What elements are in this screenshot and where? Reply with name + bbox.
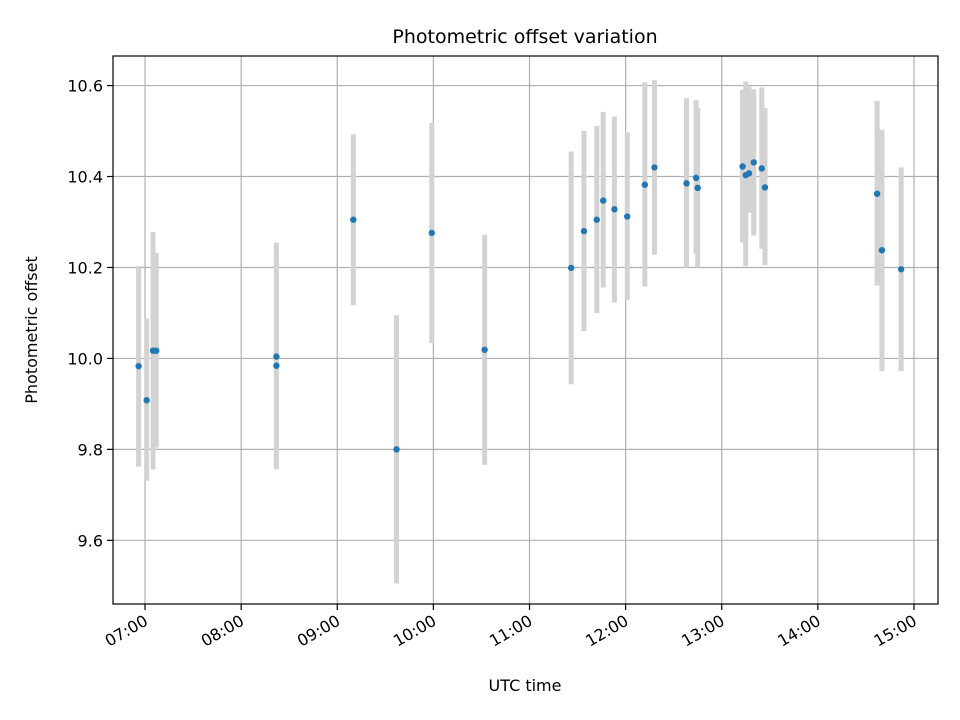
y-tick-label: 9.8	[78, 440, 103, 459]
y-axis-label: Photometric offset	[22, 256, 41, 404]
data-point	[873, 190, 881, 197]
data-point	[567, 264, 575, 272]
y-tick-label: 10.2	[67, 258, 103, 277]
data-point	[750, 159, 757, 166]
data-point	[758, 165, 765, 172]
data-point	[580, 227, 588, 235]
data-point	[641, 181, 649, 188]
data-point	[143, 397, 150, 404]
data-point	[651, 164, 658, 171]
data-point	[745, 170, 753, 177]
data-point	[135, 362, 142, 370]
data-point	[624, 213, 631, 220]
data-point	[599, 197, 607, 204]
data-point	[878, 246, 886, 254]
data-point	[481, 346, 488, 353]
data-point	[593, 216, 600, 223]
chart-title: Photometric offset variation	[392, 26, 657, 48]
data-point	[897, 266, 905, 273]
data-point	[273, 353, 280, 360]
data-point	[350, 216, 357, 223]
y-tick-label: 10.6	[67, 77, 103, 96]
x-axis-label: UTC time	[489, 676, 562, 695]
plot-frame	[112, 55, 939, 605]
data-point	[683, 180, 690, 187]
data-point	[739, 163, 746, 170]
data-points	[135, 159, 905, 453]
y-tick-label: 10.4	[67, 168, 103, 187]
data-point	[153, 347, 160, 354]
data-point	[428, 229, 435, 237]
data-point	[273, 362, 280, 369]
y-tick-label: 10.0	[67, 349, 103, 368]
data-point	[393, 446, 400, 453]
data-point	[761, 184, 769, 191]
y-tick-label: 9.6	[78, 531, 103, 550]
data-point	[692, 174, 700, 182]
data-point	[694, 184, 701, 192]
data-point	[611, 206, 618, 213]
